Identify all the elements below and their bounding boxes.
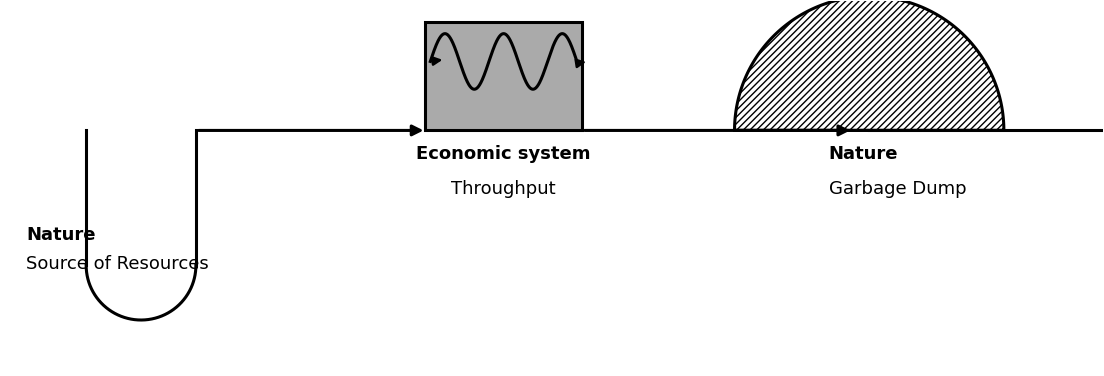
Bar [425,22,582,130]
Text: Garbage Dump: Garbage Dump [829,180,966,198]
Text: Nature: Nature [26,226,96,244]
Text: Nature: Nature [829,145,899,163]
Text: Economic system: Economic system [416,145,591,163]
Text: Source of Resources: Source of Resources [26,256,209,273]
Text: Throughput: Throughput [452,180,556,198]
Polygon shape [734,0,1004,130]
